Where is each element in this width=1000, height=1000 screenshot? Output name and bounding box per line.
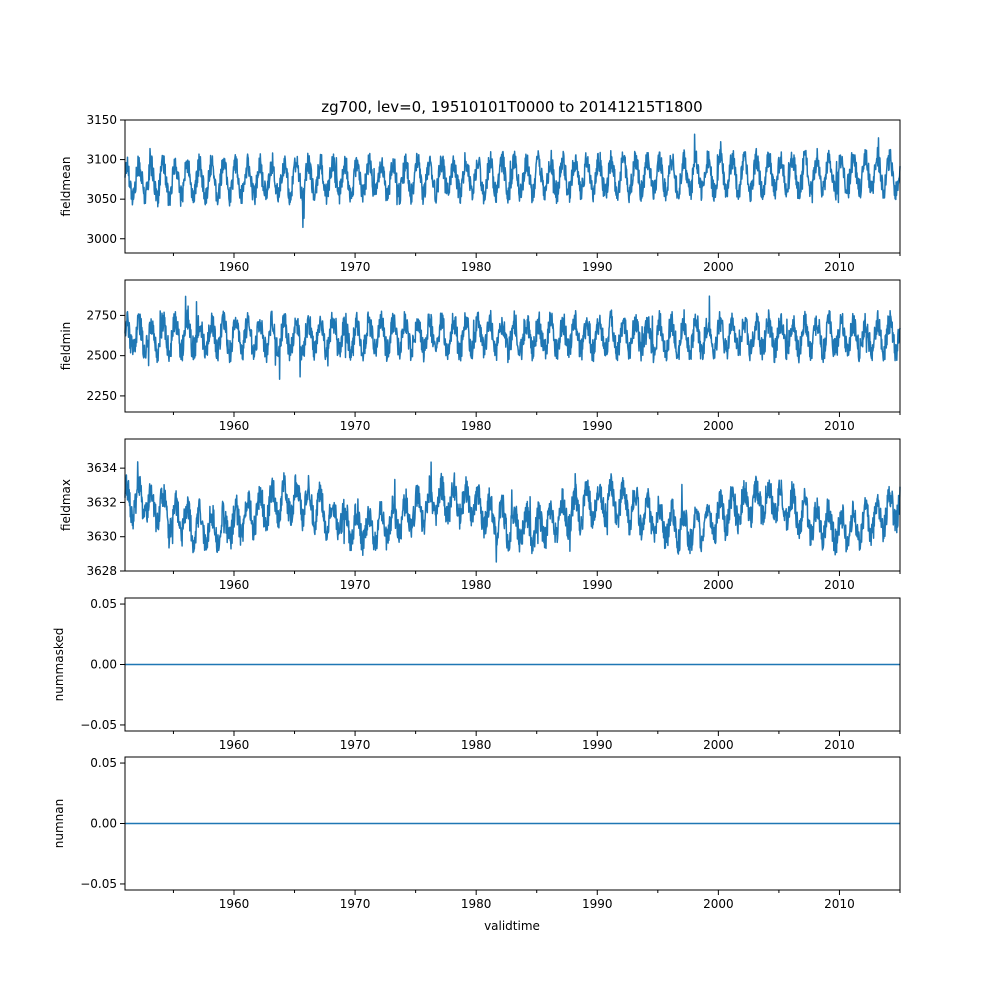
y-tick-label: 2250 <box>86 389 117 403</box>
y-tick-label: 2750 <box>86 308 117 322</box>
x-tick-label: 1960 <box>219 260 250 274</box>
chart-title: zg700, lev=0, 19510101T0000 to 20141215T… <box>321 98 702 116</box>
y-axis-label: fieldmax <box>59 479 73 531</box>
x-tick-label: 1970 <box>340 260 371 274</box>
x-tick-label: 1960 <box>219 897 250 911</box>
x-tick-label: 1980 <box>461 897 492 911</box>
x-tick-label: 1960 <box>219 738 250 752</box>
panel-fieldmean: 1960 1970 1980 1990 2000 2010 3000 3050 3100 3150… <box>59 113 901 274</box>
y-tick-label: 0.00 <box>90 658 117 672</box>
panel-fieldmin: 1960 1970 1980 1990 2000 2010 2250 2500 2750 fiel… <box>59 279 901 433</box>
y-tick-label: 3634 <box>86 461 117 475</box>
x-tick-label: 1980 <box>461 419 492 433</box>
x-tick-label: 1970 <box>340 897 371 911</box>
x-tick-label: 2010 <box>824 419 855 433</box>
y-tick-label: 0.05 <box>90 597 117 611</box>
x-axis-label: validtime <box>484 919 540 933</box>
plot-frame <box>124 279 901 413</box>
x-tick-label: 2010 <box>824 260 855 274</box>
x-tick-label: 2000 <box>703 738 734 752</box>
x-tick-label: 2000 <box>703 897 734 911</box>
x-tick-label: 2000 <box>703 419 734 433</box>
series-line-fieldmax <box>124 461 901 563</box>
x-tick-label: 1980 <box>461 738 492 752</box>
y-tick-label: 0.00 <box>90 817 117 831</box>
x-tick-label: 1960 <box>219 578 250 592</box>
y-axis-label: nummasked <box>52 628 66 702</box>
x-tick-label: 1980 <box>461 578 492 592</box>
y-axis-label: fieldmean <box>59 157 73 217</box>
y-tick-label: 2500 <box>86 349 117 363</box>
x-tick-label: 1970 <box>340 578 371 592</box>
x-tick-label: 1970 <box>340 738 371 752</box>
x-tick-label: 1990 <box>582 419 613 433</box>
y-tick-label: 3630 <box>86 530 117 544</box>
plot-frame <box>124 119 901 254</box>
x-tick-label: 2010 <box>824 578 855 592</box>
x-tick-label: 2010 <box>824 738 855 752</box>
x-tick-label: 2010 <box>824 897 855 911</box>
panels: 1960 1970 1980 1990 2000 2010 3000 3050 3100 3150… <box>52 113 901 911</box>
y-tick-label: 0.05 <box>90 756 117 770</box>
y-tick-label: 3632 <box>86 495 117 509</box>
panel-numnan: 1960 1970 1980 1990 2000 2010 −0.05 0.00 0.05 num… <box>52 756 901 911</box>
panel-nummasked: 1960 1970 1980 1990 2000 2010 −0.05 0.00 0.05 num… <box>52 597 901 752</box>
x-tick-label: 1960 <box>219 419 250 433</box>
series-line-fieldmean <box>124 133 901 229</box>
y-tick-label: −0.05 <box>80 877 117 891</box>
y-axis-label: numnan <box>52 799 66 848</box>
x-tick-label: 2000 <box>703 578 734 592</box>
x-tick-label: 1990 <box>582 897 613 911</box>
y-tick-label: 3100 <box>86 153 117 167</box>
x-tick-label: 1970 <box>340 419 371 433</box>
series-line-fieldmin <box>124 295 901 381</box>
y-tick-label: −0.05 <box>80 718 117 732</box>
y-tick-label: 3150 <box>86 113 117 127</box>
x-tick-label: 1990 <box>582 260 613 274</box>
x-tick-label: 2000 <box>703 260 734 274</box>
x-tick-label: 1990 <box>582 578 613 592</box>
plot-frame <box>124 438 901 572</box>
x-tick-label: 1980 <box>461 260 492 274</box>
y-tick-label: 3000 <box>86 232 117 246</box>
y-axis-label: fieldmin <box>59 322 73 371</box>
x-tick-label: 1990 <box>582 738 613 752</box>
panel-fieldmax: 1960 1970 1980 1990 2000 2010 3628 3630 3632 3634… <box>59 438 901 592</box>
y-tick-label: 3628 <box>86 564 117 578</box>
y-tick-label: 3050 <box>86 192 117 206</box>
